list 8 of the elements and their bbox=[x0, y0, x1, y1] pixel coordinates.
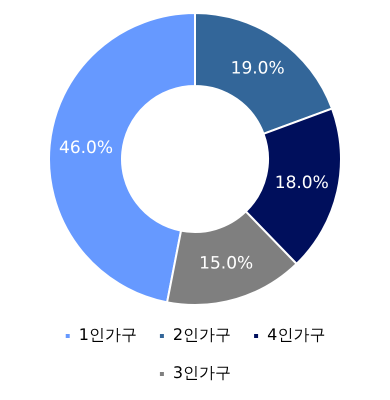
data-label: 19.0% bbox=[230, 58, 285, 79]
data-label: 15.0% bbox=[199, 253, 254, 274]
legend-label: 3인가구 bbox=[172, 363, 232, 382]
data-label: 46.0% bbox=[59, 138, 114, 158]
legend-label: 4인가구 bbox=[267, 325, 326, 344]
legend-label: 1인가구 bbox=[78, 325, 137, 344]
data-label: 18.0% bbox=[274, 172, 329, 193]
legend-label: 2인가구 bbox=[172, 325, 232, 344]
